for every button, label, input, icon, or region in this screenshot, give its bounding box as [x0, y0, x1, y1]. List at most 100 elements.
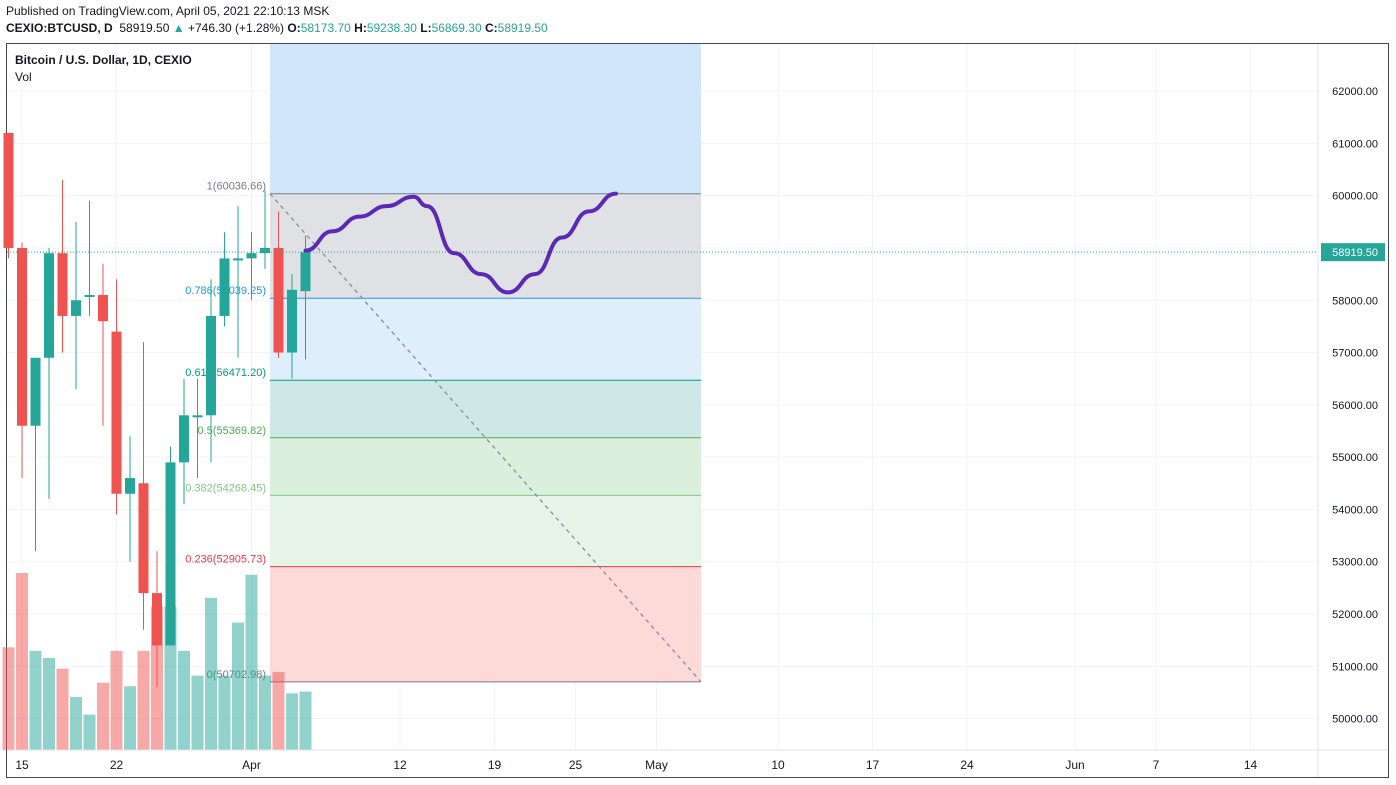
y-tick-label: 51000.00: [1332, 661, 1378, 673]
last-price-badge: [1321, 243, 1385, 262]
fib-zone: [270, 437, 701, 496]
low-label: L:: [420, 21, 432, 35]
close-label: C:: [484, 21, 498, 35]
candle-body: [192, 415, 203, 418]
x-tick-label: Jun: [1065, 758, 1084, 772]
volume-bar: [70, 696, 82, 750]
close-value: 58919.50: [497, 21, 548, 35]
y-tick-label: 55000.00: [1332, 452, 1378, 464]
x-tick-label: 24: [960, 758, 974, 772]
x-tick-label: 12: [393, 758, 407, 772]
candle-body: [246, 253, 257, 259]
chart-frame: [6, 43, 1389, 778]
legend-title: Bitcoin / U.S. Dollar, 1D, CEXIO: [15, 53, 192, 67]
x-tick-label: 14: [1244, 758, 1258, 772]
y-tick-label: 50000.00: [1332, 714, 1378, 726]
fib-level-label: 0.618(56471.20): [185, 367, 266, 379]
legend-volume: Vol: [15, 70, 32, 84]
x-tick-label: May: [645, 758, 668, 772]
candle-body: [125, 478, 135, 494]
volume-bar: [178, 650, 190, 750]
volume-bar: [286, 693, 298, 750]
volume-bar: [218, 675, 231, 750]
volume-bar: [232, 622, 244, 750]
low-value: 56869.30: [431, 21, 482, 35]
volume-bar: [43, 657, 55, 750]
fib-zone: [270, 298, 701, 381]
y-tick-label: 58000.00: [1332, 295, 1378, 307]
candle-body: [17, 247, 27, 426]
candle-body: [206, 315, 216, 416]
volume-bar: [137, 650, 150, 750]
candle-body: [57, 253, 68, 316]
x-tick-label: 15: [15, 758, 29, 772]
y-tick-label: 53000.00: [1332, 557, 1378, 569]
last-price: 58919.50: [119, 21, 170, 35]
x-tick-label: Apr: [242, 758, 261, 772]
price-change: +746.30 (+1.28%): [187, 21, 285, 35]
y-tick-label: 60000.00: [1332, 191, 1378, 203]
candle-body: [273, 247, 284, 353]
volume-bar: [29, 650, 42, 750]
volume-bar: [56, 668, 69, 750]
candle-body: [179, 415, 189, 463]
open-value: 58173.70: [300, 21, 351, 35]
candle-body: [233, 258, 243, 261]
change-up-icon: ▲: [172, 21, 185, 35]
volume-bar: [191, 675, 204, 750]
candle-body: [300, 252, 311, 292]
y-tick-label: 54000.00: [1332, 504, 1378, 516]
volume-bar: [83, 714, 96, 750]
volume-bar: [272, 672, 285, 750]
forecast-path: [303, 191, 618, 295]
fib-zone: [270, 495, 701, 567]
x-tick-label: 22: [110, 758, 124, 772]
y-tick-label: 57000.00: [1332, 348, 1378, 360]
volume-bar: [2, 647, 15, 750]
fib-zone: [270, 193, 701, 299]
candle-body: [219, 258, 230, 316]
candle-body: [98, 295, 108, 322]
symbol-label: CEXIO:BTCUSD, D: [6, 21, 113, 35]
high-label: H:: [354, 21, 367, 35]
candle-body: [84, 295, 95, 298]
candle-body: [287, 289, 297, 353]
fib-level-label: 0.382(54268.45): [185, 482, 266, 494]
volume-bar: [124, 686, 136, 750]
candle-body: [152, 593, 162, 646]
candle-body: [71, 300, 81, 316]
candle-body: [111, 331, 122, 494]
fib-zone: [270, 380, 701, 438]
x-tick-label: 10: [771, 758, 785, 772]
volume-bar: [16, 573, 28, 750]
volume-bar: [110, 650, 123, 750]
volume-bar: [245, 574, 258, 750]
y-tick-label: 56000.00: [1332, 400, 1378, 412]
ohlc-header: CEXIO:BTCUSD, D 58919.50 ▲ +746.30 (+1.2…: [6, 21, 548, 35]
candle-body: [260, 247, 270, 254]
fib-level-label: 0.236(52905.73): [185, 554, 266, 566]
x-tick-label: 7: [1153, 758, 1160, 772]
candle-body: [138, 483, 149, 594]
high-value: 59238.30: [366, 21, 417, 35]
candle-body: [30, 357, 41, 426]
last-price-label: 58919.50: [1332, 247, 1378, 259]
y-tick-label: 62000.00: [1332, 86, 1378, 98]
y-tick-label: 61000.00: [1332, 138, 1378, 150]
fib-level-label: 1(60036.66): [207, 181, 266, 193]
fib-zone: [270, 566, 701, 682]
fib-level-label: 0.5(55369.82): [198, 425, 267, 437]
volume-bar: [97, 682, 109, 750]
open-label: O:: [287, 21, 301, 35]
candle-body: [165, 462, 176, 646]
x-tick-label: 25: [569, 758, 583, 772]
candle-body: [3, 132, 14, 248]
fib-zone-top: [270, 44, 701, 194]
x-tick-label: 17: [866, 758, 880, 772]
candle-body: [44, 253, 54, 358]
published-header: Published on TradingView.com, April 05, …: [6, 4, 330, 18]
volume-bar: [259, 675, 271, 750]
y-tick-label: 52000.00: [1332, 609, 1378, 621]
x-tick-label: 19: [488, 758, 502, 772]
